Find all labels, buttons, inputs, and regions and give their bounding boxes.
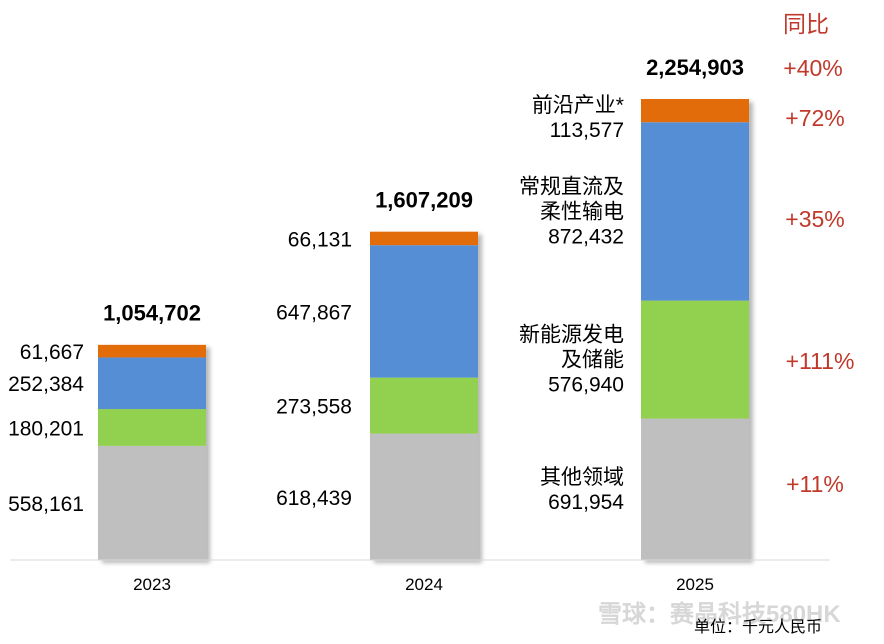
- series-name-label: 新能源发电: [519, 324, 624, 347]
- bar-segment-other-2024: [370, 433, 478, 560]
- bar-group-2025: [641, 99, 749, 560]
- yoy-hvdc: +35%: [785, 206, 844, 232]
- bar-segment-frontier-2025: [641, 99, 749, 123]
- yoy-frontier: +72%: [785, 105, 844, 131]
- x-tick-label-text: 2024: [405, 575, 443, 594]
- series-name-label: 前沿产业*: [532, 94, 624, 117]
- series-name-label: 及储能: [561, 349, 624, 372]
- bar-group-2024: [370, 231, 478, 560]
- total-label-2025: 2,254,903: [646, 55, 744, 80]
- bar-segment-hvdc-2023: [98, 357, 206, 410]
- value-label-frontier-2023: 61,667: [20, 341, 84, 364]
- bar-segment-new-energy-2023: [98, 409, 206, 446]
- x-tick-label: 2025: [676, 575, 714, 594]
- total-label-2024: 1,607,209: [375, 187, 473, 212]
- value-label-frontier-2025: 113,577: [550, 119, 624, 142]
- unit-label: 单位：千元人民币: [694, 618, 822, 636]
- bar-group-2023: [98, 344, 206, 560]
- yoy-header: 同比: [783, 11, 829, 37]
- value-label-hvdc-2023: 252,384: [8, 373, 84, 396]
- series-name-label: 常规直流及: [519, 175, 624, 198]
- x-tick-label-text: 2025: [676, 575, 714, 594]
- value-label-new-energy-2023: 180,201: [8, 417, 84, 440]
- value-label-other-2025: 691,954: [548, 491, 624, 514]
- x-tick-label: 2024: [405, 575, 443, 594]
- value-label-frontier-2024: 66,131: [288, 228, 352, 251]
- series-name-label: 柔性输电: [540, 200, 624, 223]
- watermark: 雪球：赛晶科技580HK: [598, 600, 841, 628]
- yoy-new-energy: +111%: [786, 348, 855, 374]
- yoy-total: +40%: [783, 55, 842, 81]
- value-label-new-energy-2025: 576,940: [548, 374, 624, 397]
- bar-segment-new-energy-2025: [641, 300, 749, 419]
- total-label-2023: 1,054,702: [103, 300, 201, 325]
- series-name-label: 其他领域: [540, 466, 624, 489]
- x-tick-label-text: 2023: [133, 575, 171, 594]
- value-label-hvdc-2025: 872,432: [548, 225, 624, 248]
- bar-segment-hvdc-2024: [370, 245, 478, 378]
- bar-segment-other-2025: [641, 418, 749, 560]
- bar-segment-hvdc-2025: [641, 122, 749, 301]
- value-label-hvdc-2024: 647,867: [276, 301, 352, 324]
- value-label-other-2024: 618,439: [276, 487, 352, 510]
- bar-segment-frontier-2024: [370, 231, 478, 246]
- bar-segment-other-2023: [98, 445, 206, 560]
- value-label-other-2023: 558,161: [8, 493, 84, 516]
- bar-segment-new-energy-2024: [370, 377, 478, 434]
- x-tick-label: 2023: [133, 575, 171, 594]
- yoy-other: +11%: [786, 471, 844, 497]
- series-annotation-frontier: 前沿产业*113,577: [532, 94, 624, 142]
- value-label-new-energy-2024: 273,558: [276, 396, 352, 419]
- bar-segment-frontier-2023: [98, 344, 206, 358]
